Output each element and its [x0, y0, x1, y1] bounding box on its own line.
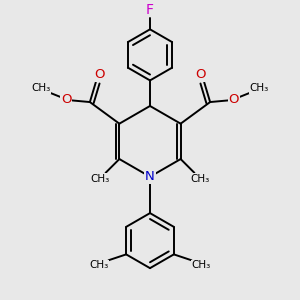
- Text: CH₃: CH₃: [90, 174, 109, 184]
- Text: CH₃: CH₃: [89, 260, 108, 270]
- Text: O: O: [195, 68, 206, 81]
- Text: CH₃: CH₃: [192, 260, 211, 270]
- Text: CH₃: CH₃: [250, 83, 269, 93]
- Text: O: O: [94, 68, 105, 81]
- Text: CH₃: CH₃: [191, 174, 210, 184]
- Text: N: N: [145, 170, 155, 183]
- Text: F: F: [146, 3, 154, 17]
- Text: CH₃: CH₃: [31, 83, 50, 93]
- Text: O: O: [229, 93, 239, 106]
- Text: O: O: [61, 93, 71, 106]
